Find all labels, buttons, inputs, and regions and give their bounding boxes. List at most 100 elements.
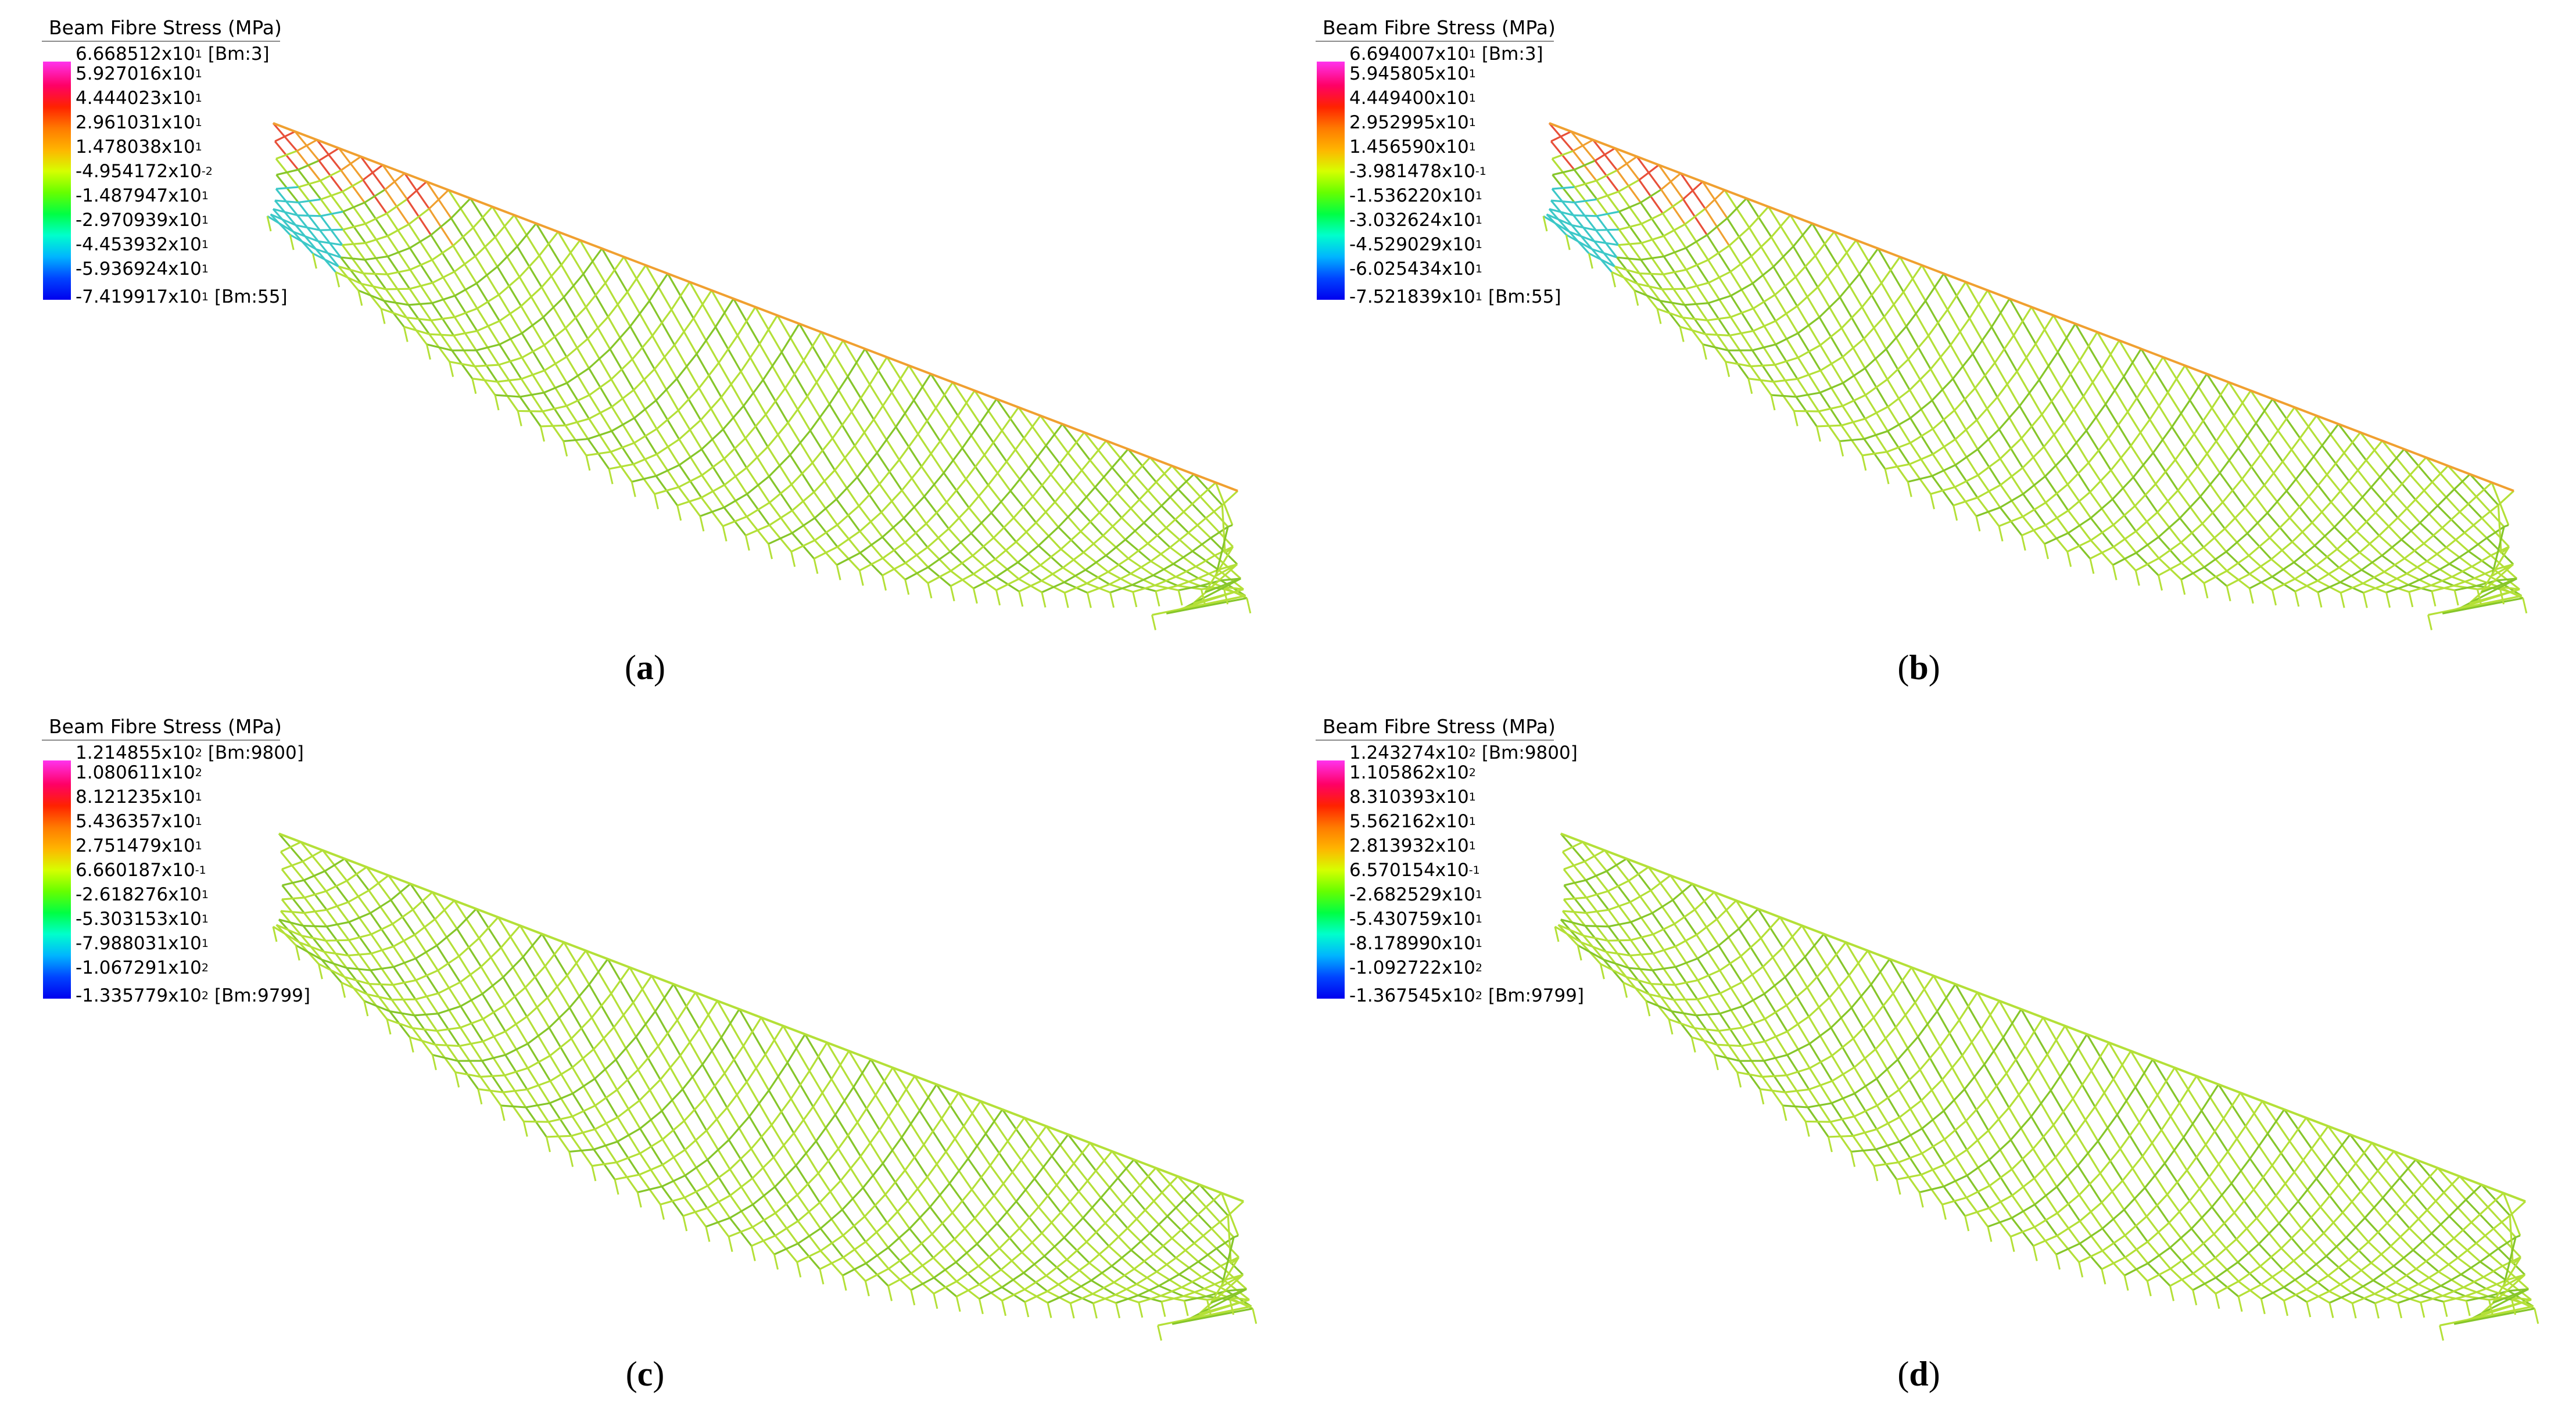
beam-member xyxy=(2283,1272,2306,1289)
beam-member xyxy=(629,300,650,327)
support-member xyxy=(2442,1301,2448,1317)
beam-member xyxy=(2119,1122,2140,1150)
support-member xyxy=(1157,1325,1162,1341)
beam-member xyxy=(1083,534,1104,554)
beam-member xyxy=(2305,1255,2327,1274)
support-member xyxy=(2306,1301,2312,1318)
support-member xyxy=(2248,588,2254,604)
beam-member xyxy=(2204,570,2227,584)
beam-member xyxy=(1719,955,1742,971)
beam-member xyxy=(2244,484,2265,508)
beam-member xyxy=(298,160,320,171)
beam-member xyxy=(1050,452,1069,475)
beam-member xyxy=(2155,459,2176,485)
support-member xyxy=(1645,1000,1651,1017)
beam-member xyxy=(527,1054,551,1070)
beam-member xyxy=(654,344,675,370)
beam-member xyxy=(740,343,761,372)
beam-member xyxy=(1905,300,1926,327)
beam-member xyxy=(387,247,410,257)
beam-member xyxy=(1750,236,1772,257)
legend-divider xyxy=(1316,41,1554,42)
beam-member xyxy=(1764,1031,1788,1043)
support-member xyxy=(1622,982,1628,998)
beam-member xyxy=(298,198,321,204)
beam-member xyxy=(972,537,994,557)
beam-member xyxy=(728,1115,750,1141)
beam-member xyxy=(830,1050,850,1080)
beam-member xyxy=(1750,364,1775,368)
beam-member xyxy=(2453,1221,2473,1239)
beam-member xyxy=(540,424,565,428)
beam-member xyxy=(1936,984,1957,1012)
beam-member xyxy=(2480,1274,2526,1315)
beam-member xyxy=(2205,1118,2224,1146)
beam-member xyxy=(679,1028,700,1056)
beam-member xyxy=(1966,1159,1990,1176)
beam-member xyxy=(750,1124,773,1150)
beam-member xyxy=(303,870,325,881)
beam-member xyxy=(1864,348,1887,369)
beam-member xyxy=(698,1000,718,1029)
beam-member xyxy=(751,1156,775,1179)
beam-member xyxy=(1839,273,1861,298)
beam-member xyxy=(482,1054,506,1062)
support-member xyxy=(1782,1105,1787,1121)
beam-member xyxy=(370,966,394,971)
beam-member xyxy=(348,912,371,923)
beam-member xyxy=(2474,569,2495,579)
beam-member xyxy=(2169,1228,2192,1248)
panel-d: Beam Fibre Stress (MPa) 1.243274x102 [Bm:… xyxy=(1288,710,2575,1421)
beam-member xyxy=(1873,1161,1899,1167)
beam-member xyxy=(1809,1054,1833,1070)
beam-member xyxy=(2395,1268,2417,1283)
beam-member xyxy=(2303,1232,2324,1253)
beam-member xyxy=(280,841,302,853)
color-scale-bar xyxy=(1317,760,1345,999)
beam-member xyxy=(1686,259,1709,271)
beam-member xyxy=(1617,256,1641,261)
support-member xyxy=(1918,1192,1924,1208)
support-member xyxy=(1577,945,1582,961)
beam-member xyxy=(476,343,500,351)
beam-member xyxy=(2044,454,2067,478)
beam-member xyxy=(516,223,537,247)
support-member xyxy=(2294,591,2300,607)
support-member xyxy=(1252,1308,1257,1324)
beam-member xyxy=(815,1114,836,1142)
beam-member xyxy=(2192,1233,2215,1254)
support-member xyxy=(449,361,454,377)
beam-member xyxy=(1062,551,1084,569)
support-member xyxy=(317,963,323,979)
beam-member xyxy=(1950,318,1970,346)
beam-member xyxy=(1006,1117,1026,1142)
beam-member xyxy=(2213,1212,2235,1235)
beam-member xyxy=(684,1185,708,1198)
beam-member xyxy=(1854,1078,1878,1095)
beam-member xyxy=(649,273,669,302)
beam-member xyxy=(2238,1265,2261,1282)
beam-member xyxy=(2034,1212,2058,1228)
support-member xyxy=(1177,590,1183,606)
support-member xyxy=(1246,598,1252,613)
beam-member xyxy=(933,1280,957,1295)
beam-member xyxy=(361,282,386,290)
beam-member xyxy=(1210,526,1229,539)
beam-member xyxy=(1608,901,1631,911)
support-member xyxy=(2146,1280,2152,1297)
beam-member xyxy=(1716,899,1737,920)
beam-member xyxy=(2453,1307,2535,1325)
beam-member xyxy=(2421,1167,2439,1186)
beam-member xyxy=(1738,908,1759,930)
beam-member xyxy=(1618,242,1642,246)
beam-member xyxy=(2403,543,2425,559)
beam-member xyxy=(1954,419,1977,440)
beam-member xyxy=(1198,569,1219,579)
beam-member xyxy=(633,428,658,444)
beam-member xyxy=(1730,282,1753,297)
ridge-member xyxy=(273,122,1238,492)
beam-member xyxy=(1875,1140,1900,1151)
beam-member xyxy=(1177,577,1199,587)
beam-member xyxy=(2291,522,2313,543)
beam-member xyxy=(1697,945,1719,960)
